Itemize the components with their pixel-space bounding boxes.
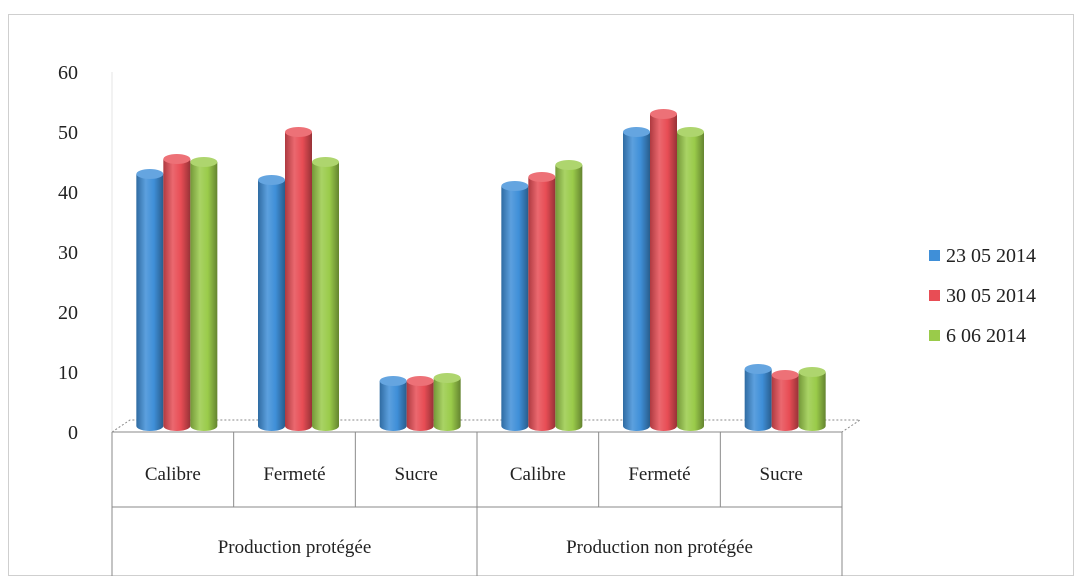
bar xyxy=(501,181,529,431)
y-tick-label: 50 xyxy=(58,122,78,144)
bar-cap xyxy=(285,127,312,137)
category-label: Sucre xyxy=(760,464,803,485)
bar-cap xyxy=(771,370,799,380)
bar-body xyxy=(433,378,461,432)
bar xyxy=(312,157,339,432)
bar xyxy=(677,127,704,432)
category-label: Calibre xyxy=(510,464,566,485)
bar-body xyxy=(136,174,164,432)
bar xyxy=(623,127,650,432)
bar xyxy=(136,169,164,432)
bar xyxy=(650,109,677,432)
bar-body xyxy=(744,369,772,432)
y-tick-label: 40 xyxy=(58,182,78,204)
bar-cap xyxy=(798,367,826,377)
bar-cap xyxy=(555,160,583,170)
bars xyxy=(136,109,826,432)
bar-body xyxy=(677,132,704,432)
legend: 23 05 2014 30 05 2014 6 06 2014 xyxy=(929,245,1036,347)
bar-cap xyxy=(501,181,529,191)
bar xyxy=(406,376,434,431)
bar-cap xyxy=(379,376,407,386)
bar-cap xyxy=(650,109,677,119)
bar xyxy=(744,364,772,432)
bar-body xyxy=(285,132,312,432)
bar-cap xyxy=(258,175,285,185)
bar-body xyxy=(501,186,529,431)
x-axis: Calibre Fermeté Sucre Production protégée Ca… xyxy=(111,431,843,576)
legend-swatch xyxy=(929,250,940,261)
group-label: Production protégée xyxy=(218,537,372,558)
bar xyxy=(379,376,407,432)
bar-body xyxy=(163,159,191,432)
bar xyxy=(555,160,583,432)
legend-label: 30 05 2014 xyxy=(946,285,1036,307)
bar-body xyxy=(650,114,677,432)
bar xyxy=(528,172,556,432)
bar-body xyxy=(406,381,434,431)
bar-cap xyxy=(136,169,164,179)
legend-swatch xyxy=(929,330,940,341)
bar-cap xyxy=(406,376,434,386)
bar-cap xyxy=(163,154,191,164)
bar-body xyxy=(798,372,826,432)
y-tick-label: 0 xyxy=(68,422,78,444)
bar xyxy=(433,373,461,432)
legend-label: 23 05 2014 xyxy=(946,245,1036,267)
category-label: Fermeté xyxy=(263,464,325,485)
bar xyxy=(771,370,799,432)
y-tick-label: 20 xyxy=(58,302,78,324)
bar-cap xyxy=(677,127,704,137)
bar-body xyxy=(258,180,285,432)
category-label: Sucre xyxy=(395,464,438,485)
legend-label: 6 06 2014 xyxy=(946,325,1026,347)
bar-body xyxy=(771,375,799,432)
bar-cap xyxy=(190,157,218,167)
bar xyxy=(258,175,285,432)
bar-cap xyxy=(528,172,556,182)
group-label: Production non protégée xyxy=(566,537,753,558)
y-tick-label: 30 xyxy=(58,242,78,264)
bar-body xyxy=(555,165,583,432)
bar-body xyxy=(379,381,407,432)
y-tick-label: 10 xyxy=(58,362,78,384)
category-label: Calibre xyxy=(145,464,201,485)
bar-cap xyxy=(744,364,772,374)
bar-body xyxy=(312,162,339,432)
bar-body xyxy=(528,177,556,432)
bar xyxy=(798,367,826,432)
chart-frame xyxy=(8,14,1074,576)
bar-cap xyxy=(312,157,339,167)
legend-swatch xyxy=(929,290,940,301)
y-tick-label: 60 xyxy=(58,62,78,84)
bar-cap xyxy=(433,373,461,383)
bar xyxy=(163,154,191,432)
bar xyxy=(285,127,312,432)
bar-body xyxy=(190,162,218,431)
bar-body xyxy=(623,132,650,432)
category-label: Fermeté xyxy=(628,464,690,485)
y-axis: 0 10 20 30 40 50 60 xyxy=(58,62,113,444)
bar-cap xyxy=(623,127,650,137)
bar xyxy=(190,157,218,431)
